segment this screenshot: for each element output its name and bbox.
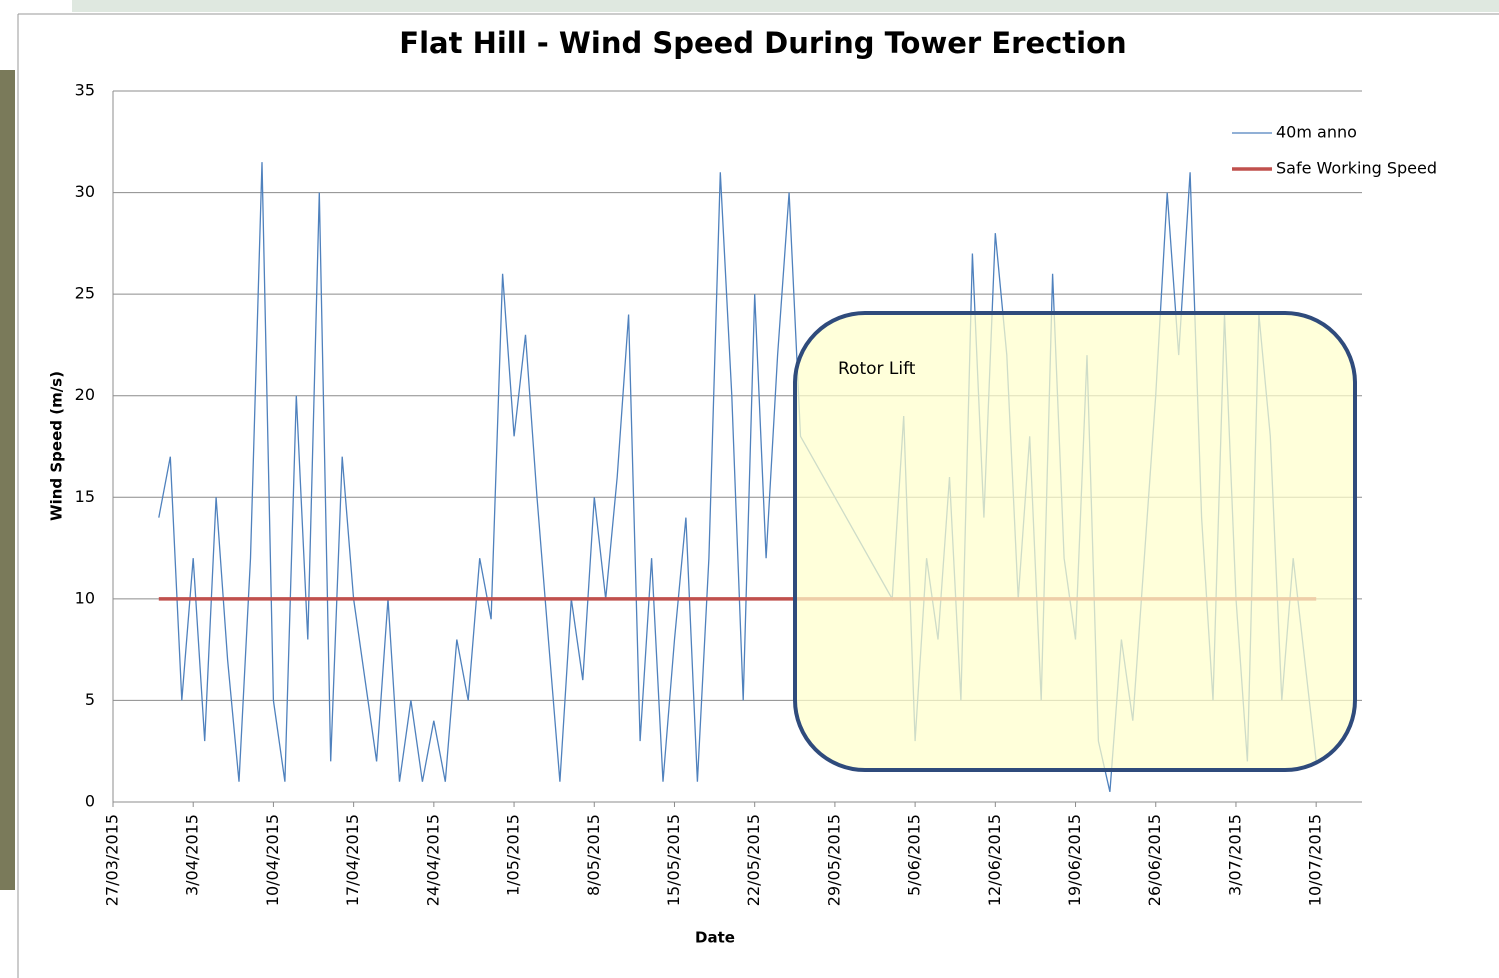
y-tick-label: 0 (85, 792, 95, 811)
y-tick-label: 20 (75, 385, 95, 404)
x-tick-label: 5/06/2015 (905, 814, 924, 896)
page: {"chart_data": {"type": "line", "title":… (0, 0, 1499, 978)
x-tick-label: 29/05/2015 (824, 814, 843, 906)
y-tick-label: 10 (75, 588, 95, 607)
x-tick-label: 10/04/2015 (263, 814, 282, 906)
x-tick-label: 19/06/2015 (1065, 814, 1084, 906)
annotation: Rotor Lift (838, 359, 916, 379)
x-tick-label: 15/05/2015 (664, 814, 683, 906)
x-tick-label: 10/07/2015 (1306, 814, 1325, 906)
y-axis-label: Wind Speed (m/s) (48, 371, 66, 521)
x-tick-label: 8/05/2015 (584, 814, 603, 896)
y-tick-label: 25 (75, 284, 95, 303)
chart: Flat Hill - Wind Speed During Tower Erec… (0, 0, 1499, 978)
x-axis-label: Date (695, 929, 735, 947)
legend-label: 40m anno (1276, 123, 1357, 142)
x-tick-label: 1/05/2015 (504, 814, 523, 896)
legend: 40m anno Safe Working Speed (1232, 123, 1437, 178)
x-tick-label: 12/06/2015 (985, 814, 1004, 906)
x-tick-label: 3/07/2015 (1225, 814, 1244, 896)
x-tick-label: 17/04/2015 (343, 814, 362, 906)
y-tick-label: 35 (75, 81, 95, 100)
x-tick-label: 24/04/2015 (423, 814, 442, 906)
y-tick-label: 30 (75, 182, 95, 201)
rotor-lift-box (795, 313, 1355, 770)
top-strip (72, 0, 1499, 12)
x-tick-label: 27/03/2015 (103, 814, 122, 906)
legend-label: Safe Working Speed (1276, 159, 1437, 178)
chart-title: Flat Hill - Wind Speed During Tower Erec… (399, 26, 1126, 60)
x-tick-label: 22/05/2015 (744, 814, 763, 906)
y-tick-label: 5 (85, 690, 95, 709)
x-tick-label: 3/04/2015 (183, 814, 202, 896)
background-photo-strip (0, 70, 15, 890)
x-tick-label: 26/06/2015 (1145, 814, 1164, 906)
y-tick-label: 15 (75, 487, 95, 506)
